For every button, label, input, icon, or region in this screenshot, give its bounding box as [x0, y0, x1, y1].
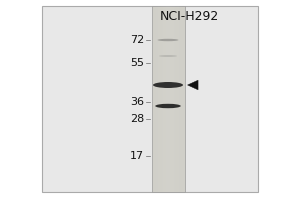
Bar [163, 6, 164, 192]
Bar [178, 6, 179, 192]
Polygon shape [188, 80, 198, 90]
Bar [175, 6, 176, 192]
Bar [171, 6, 172, 192]
Text: 36: 36 [130, 97, 144, 107]
Text: 28: 28 [130, 114, 144, 124]
Bar [160, 6, 161, 192]
Bar [156, 6, 157, 192]
Bar [161, 6, 162, 192]
Bar [168, 6, 169, 192]
Text: 55: 55 [130, 58, 144, 68]
Bar [182, 6, 183, 192]
Bar [152, 6, 184, 192]
Bar [177, 6, 178, 192]
Bar [154, 6, 155, 192]
Bar [179, 6, 180, 192]
Text: 17: 17 [130, 151, 144, 161]
Bar [166, 6, 167, 192]
Bar [181, 6, 182, 192]
Ellipse shape [158, 39, 178, 41]
Bar [173, 6, 174, 192]
Text: 72: 72 [130, 35, 144, 45]
Bar [162, 6, 163, 192]
Bar [167, 6, 168, 192]
Ellipse shape [159, 55, 177, 57]
Bar [174, 6, 175, 192]
Bar [180, 6, 181, 192]
Bar [157, 6, 158, 192]
Bar [183, 6, 184, 192]
Bar [42, 6, 258, 192]
Bar [170, 6, 171, 192]
Bar [165, 6, 166, 192]
Bar [164, 6, 165, 192]
Ellipse shape [153, 82, 183, 88]
Bar [155, 6, 156, 192]
Bar [176, 6, 177, 192]
Bar [159, 6, 160, 192]
Bar [158, 6, 159, 192]
Text: NCI-H292: NCI-H292 [159, 10, 219, 23]
Bar [172, 6, 173, 192]
Bar [152, 6, 153, 192]
Bar [153, 6, 154, 192]
Bar [169, 6, 170, 192]
Ellipse shape [155, 104, 181, 108]
